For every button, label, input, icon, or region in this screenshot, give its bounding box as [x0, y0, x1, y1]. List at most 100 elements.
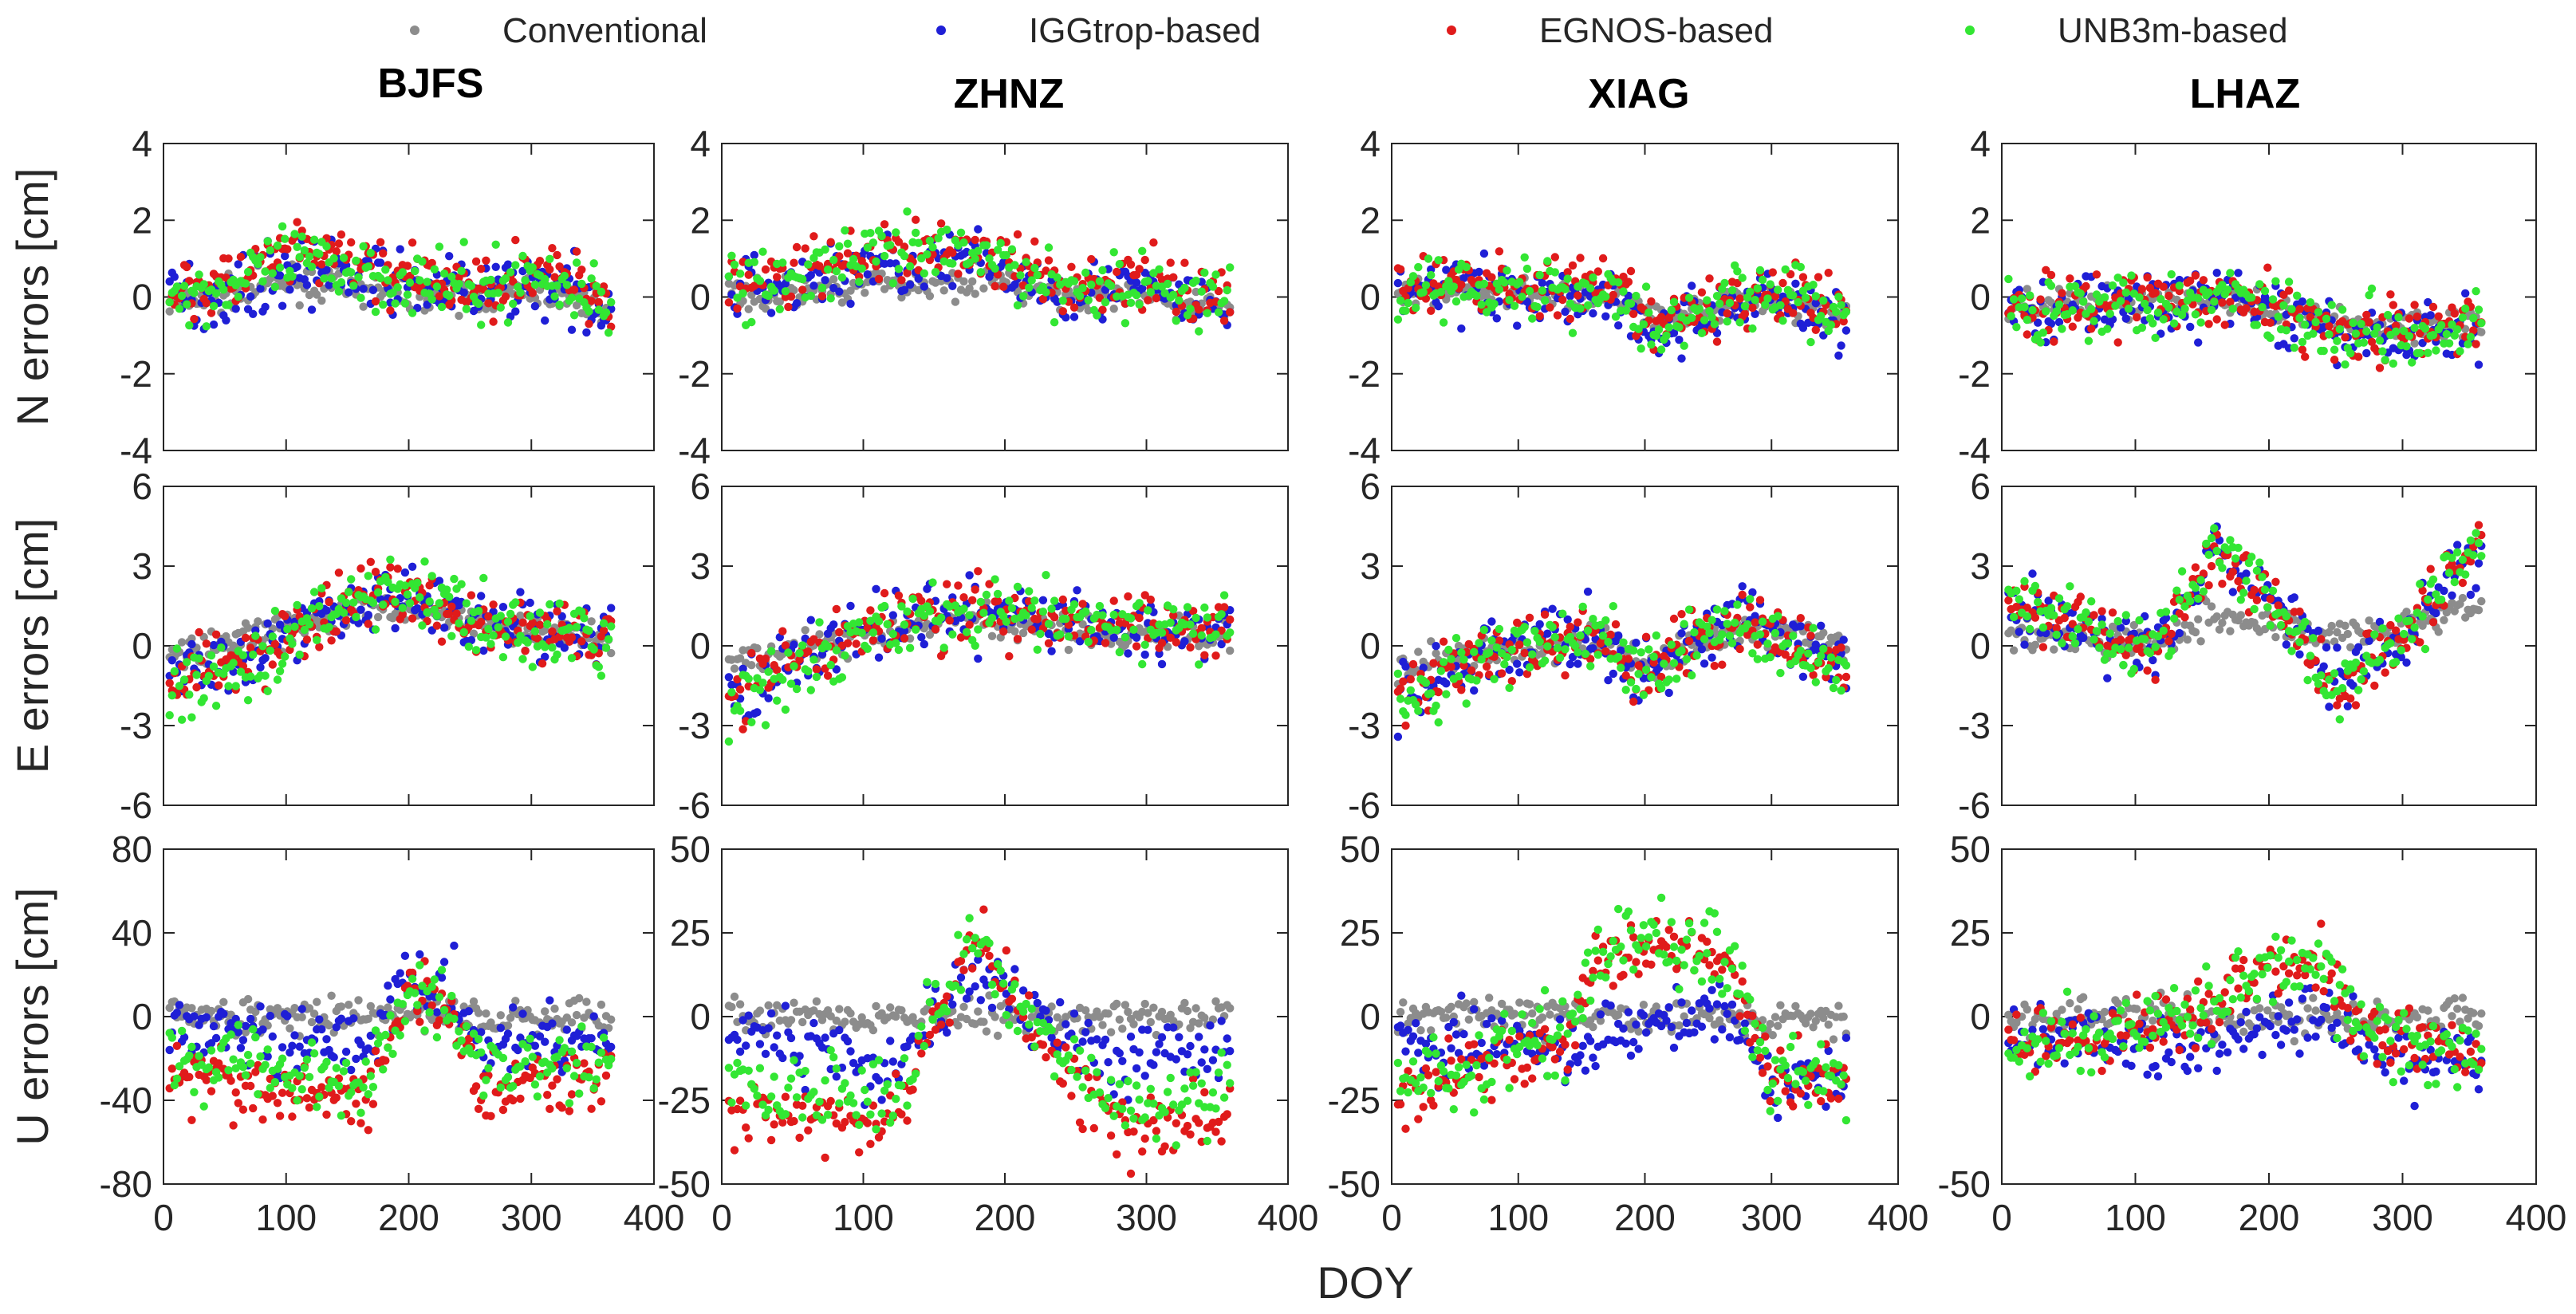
data-point	[1751, 309, 1759, 318]
data-point	[1439, 318, 1448, 327]
data-point	[179, 675, 189, 684]
data-point	[518, 655, 527, 663]
data-point	[1758, 275, 1767, 285]
data-point	[792, 242, 802, 252]
data-point	[744, 675, 753, 683]
data-point	[1115, 260, 1125, 269]
data-point	[187, 634, 196, 643]
data-point	[1406, 675, 1416, 684]
data-point	[594, 297, 603, 307]
data-point	[281, 652, 290, 661]
data-point	[403, 290, 412, 299]
data-point	[1535, 312, 1544, 321]
data-point	[826, 238, 835, 246]
data-point	[1203, 309, 1212, 317]
data-point	[364, 572, 372, 580]
data-point	[1406, 277, 1416, 287]
data-point	[880, 220, 889, 229]
data-point	[817, 292, 827, 301]
data-point	[511, 261, 520, 269]
data-point	[764, 291, 773, 301]
data-point	[1606, 630, 1615, 639]
data-point	[1047, 647, 1056, 655]
data-point	[425, 597, 434, 606]
data-point	[861, 289, 869, 297]
y-tick-label: 0	[132, 625, 152, 667]
data-point	[236, 253, 246, 262]
data-point	[2284, 277, 2294, 286]
data-point	[2054, 317, 2064, 327]
data-point	[447, 602, 456, 611]
y-tick-label: -6	[120, 785, 152, 826]
data-point	[2068, 322, 2077, 331]
data-point	[1226, 628, 1235, 637]
data-point	[1467, 666, 1476, 675]
data-point	[202, 322, 211, 331]
data-point	[939, 643, 948, 652]
data-point	[733, 293, 742, 302]
data-point	[1419, 288, 1428, 297]
data-point	[2105, 309, 2114, 318]
data-point	[1601, 647, 1610, 655]
data-point	[1609, 669, 1618, 679]
data-point	[420, 557, 429, 566]
data-point	[599, 626, 609, 635]
data-point	[843, 639, 853, 647]
data-point	[2116, 297, 2125, 305]
data-point	[283, 624, 292, 634]
data-point	[798, 641, 807, 650]
data-point	[290, 230, 299, 238]
data-point	[1540, 296, 1550, 305]
data-point	[503, 260, 513, 269]
legend-marker	[936, 26, 946, 35]
data-point	[464, 642, 473, 651]
data-point	[195, 654, 203, 663]
data-point	[2354, 352, 2363, 361]
data-point	[727, 251, 736, 260]
y-tick-label: -2	[678, 353, 711, 395]
data-point	[2020, 303, 2029, 312]
data-point	[900, 634, 909, 643]
data-point	[1525, 613, 1534, 622]
data-point	[2143, 305, 2152, 315]
data-point	[2023, 315, 2031, 325]
data-point	[959, 593, 968, 602]
data-point	[393, 283, 402, 292]
data-point	[209, 640, 219, 650]
data-point	[307, 604, 317, 613]
data-point	[903, 207, 912, 216]
data-point	[903, 607, 912, 616]
y-tick-label: -4	[1958, 430, 1991, 471]
data-point	[1619, 287, 1628, 296]
data-point	[1837, 341, 1845, 350]
data-point	[2428, 331, 2438, 340]
y-tick-label: -6	[678, 785, 711, 826]
data-point	[268, 632, 277, 641]
data-point	[1543, 257, 1552, 266]
data-point	[462, 305, 471, 313]
data-point	[2359, 338, 2369, 347]
data-point	[585, 626, 593, 635]
data-point	[1109, 248, 1118, 257]
data-point	[1191, 613, 1200, 623]
data-point	[526, 598, 534, 608]
data-point	[1656, 313, 1666, 321]
data-point	[364, 262, 372, 271]
data-point	[979, 608, 988, 617]
data-point	[936, 219, 946, 228]
data-point	[2007, 312, 2015, 321]
data-point	[320, 274, 329, 283]
data-point	[1817, 621, 1826, 630]
data-point	[829, 255, 838, 265]
data-point	[2151, 333, 2160, 342]
data-point	[1113, 625, 1121, 635]
data-point	[2375, 364, 2385, 372]
data-point	[408, 238, 417, 247]
data-point	[852, 639, 861, 648]
data-point	[1144, 296, 1152, 305]
data-point	[1434, 256, 1443, 265]
data-point	[1811, 299, 1820, 308]
data-point	[2424, 348, 2432, 357]
data-point	[1098, 305, 1107, 314]
data-point	[835, 287, 844, 296]
